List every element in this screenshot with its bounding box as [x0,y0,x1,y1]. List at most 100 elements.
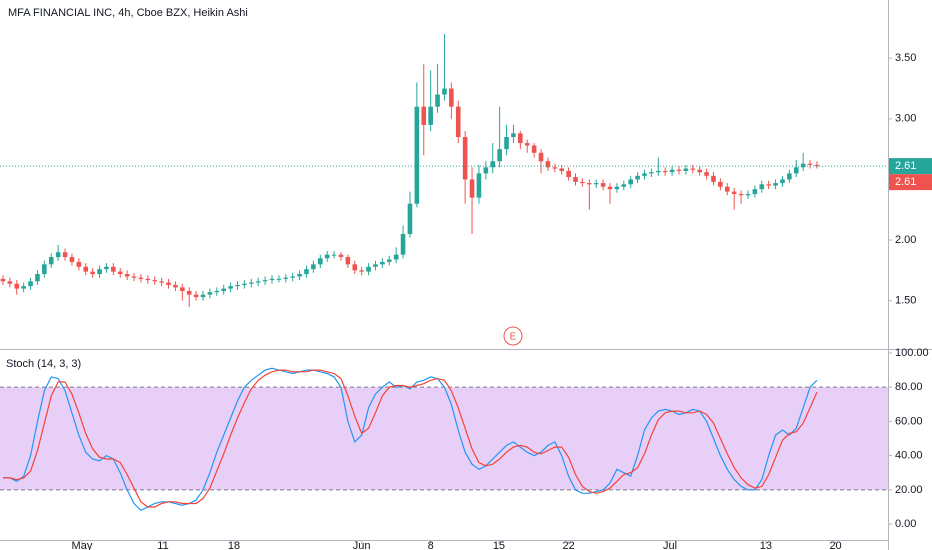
x-tick-label: May [72,540,93,550]
stoch-line [3,369,818,508]
candle-body [780,179,785,184]
candle-body [324,254,330,259]
candle-body [124,274,130,277]
plot-layer: 3.503.002.001.502.612.61100.0080.0060.00… [0,33,932,550]
earnings-label[interactable]: E [510,332,517,343]
x-tick-label: 18 [228,540,240,550]
candle-body [676,169,682,171]
candle-body [373,264,378,267]
candle-body [345,257,351,265]
candle-body [662,170,668,173]
y-tick-label: 0.00 [895,518,916,530]
candle-body [138,277,144,279]
price-label: 2.61 [895,160,916,172]
candle-body [773,183,778,186]
candle-body [669,169,675,173]
candle-body [180,287,185,292]
candle-body [745,194,751,196]
band-fill [0,387,888,490]
candle-body [228,286,233,289]
candle-body [711,175,716,182]
candle-body [28,281,33,287]
indicator-title: Stoch (14, 3, 3) [6,358,81,370]
candle-body [628,179,633,185]
candle-body [469,179,475,198]
candle-body [552,167,558,169]
candle-body [48,257,54,265]
candle-body [690,168,696,170]
candle-body [380,261,385,265]
candle-body [159,281,164,283]
candle-body [290,276,295,278]
candle-body [435,94,440,107]
candle-body [655,170,661,173]
candle-body [649,172,654,174]
y-tick-label: 20.00 [895,484,923,496]
x-tick-label: 8 [428,540,434,550]
candle-body [483,167,489,174]
candle-body [42,264,47,275]
candle-body [62,252,68,258]
candle-body [511,133,516,138]
candle-body [166,282,171,285]
candle-body [352,264,358,271]
candle-body [207,292,213,295]
candle-body [7,281,13,284]
candle-body [697,169,702,173]
candle-body [21,286,26,289]
candle-body [580,181,585,184]
candle-body [331,254,337,256]
candle-body [131,276,137,278]
candle-body [759,184,765,190]
candle-body [173,284,178,288]
candle-body [145,278,151,281]
price-label: 2.61 [895,176,916,188]
candle-body [283,277,289,279]
candle-body [186,291,192,295]
candle-body [276,278,282,280]
candle-body [97,269,102,275]
candle-body [531,145,537,153]
y-tick-label: 40.00 [895,450,923,462]
candle-body [642,173,647,176]
candle-body [421,106,427,125]
candle-body [566,170,571,178]
candle-body [442,88,447,95]
candle-body [14,283,20,289]
candle-body [462,137,468,180]
candle-body [683,168,689,171]
candle-body [317,258,323,265]
candle-body [538,152,544,162]
candle-body [559,168,565,171]
candle-body [262,280,268,282]
candle-body [428,106,433,125]
price-label-box [889,158,932,175]
candle-body [407,203,413,235]
candle-body [766,184,771,186]
candle-body [793,167,799,174]
candle-body [0,278,6,282]
candle-body [504,137,509,150]
x-tick-label: 22 [562,540,574,550]
candle-body [111,266,116,272]
x-tick-label: 11 [157,540,168,550]
candle-body [193,294,199,298]
candle-body [635,175,640,180]
x-tick-label: 15 [493,540,505,550]
candle-body [800,163,806,168]
candle-body [449,88,454,107]
candle-body [90,271,95,275]
x-tick-label: Jun [353,540,371,550]
candle-body [200,294,206,298]
candle-body [393,254,399,260]
candle-body [731,191,737,195]
candle-body [490,161,496,168]
candle-body [600,183,606,187]
candle-body [104,266,109,270]
earnings-marker[interactable] [503,326,523,346]
candle-body [545,161,551,168]
y-tick-label: 80.00 [895,381,923,393]
candle-body [255,281,261,283]
candle-body [476,173,482,198]
candle-body [248,282,254,284]
